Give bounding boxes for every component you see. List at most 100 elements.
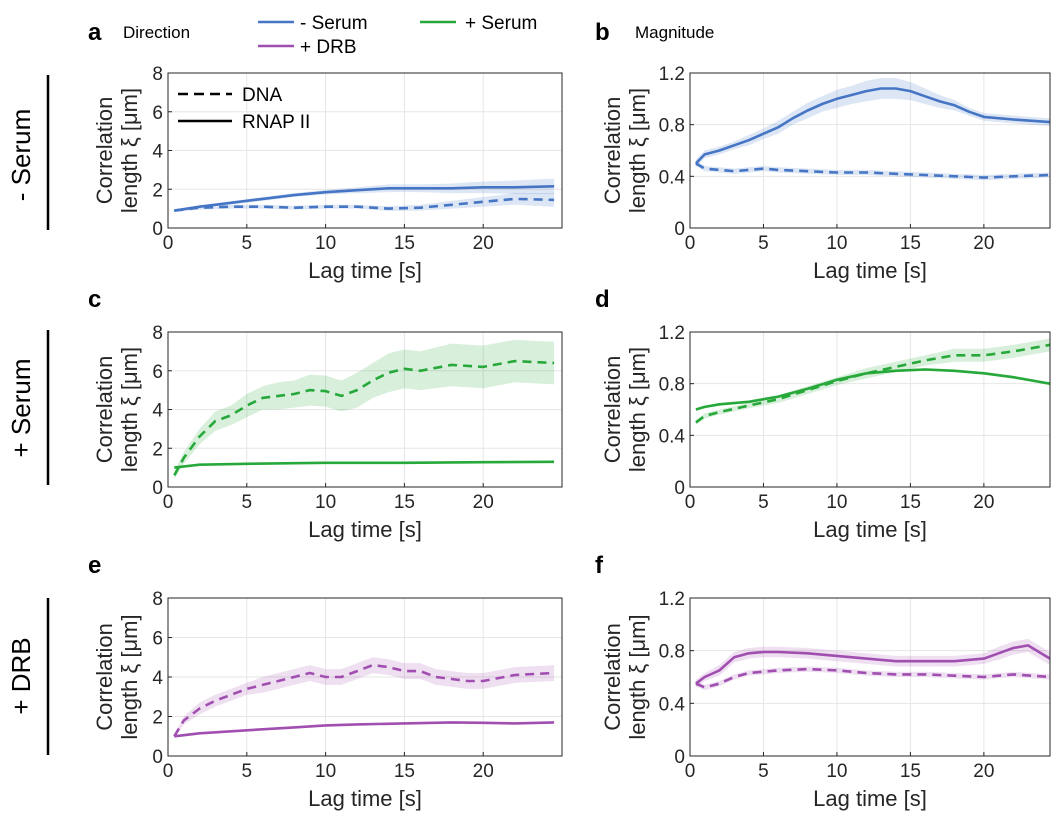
axes-box <box>689 331 1051 488</box>
x-tick-label: 5 <box>242 492 253 513</box>
row-label-plus-serum-text: + Serum <box>6 359 36 458</box>
x-tick-label: 5 <box>242 233 253 254</box>
y-tick-label: 8 <box>152 589 163 610</box>
y-tick-label: 8 <box>152 323 163 344</box>
x-axis-label: Lag time [s] <box>813 258 927 283</box>
legend-label-minus-serum: - Serum <box>300 13 368 34</box>
series-line-rnap-ii <box>174 460 555 469</box>
y-tick-label: 6 <box>152 103 163 124</box>
y-axis-label-line2: length ξ [μm] <box>625 347 650 472</box>
y-tick-label: 0.4 <box>659 426 686 447</box>
y-axis-label-line2: length ξ [μm] <box>117 88 142 213</box>
y-tick-label: 6 <box>152 629 163 650</box>
series-line-rnap-ii <box>695 644 1051 685</box>
error-band-dna <box>174 339 555 480</box>
column-title-direction: Direction <box>123 23 190 42</box>
y-tick-label: 0 <box>674 219 685 240</box>
y-axis-label-line1: Correlation <box>600 623 625 731</box>
x-tick-label: 10 <box>315 233 336 254</box>
legend-label-plus-drb: + DRB <box>300 37 357 58</box>
x-tick-label: 0 <box>685 233 696 254</box>
x-tick-label: 20 <box>473 233 494 254</box>
error-band-dna <box>695 666 1050 691</box>
y-tick-label: 4 <box>152 668 163 689</box>
panel-letter-c: c <box>88 286 101 313</box>
x-tick-label: 5 <box>758 233 769 254</box>
x-tick-label: 20 <box>973 761 994 782</box>
y-tick-label: 0 <box>152 219 163 240</box>
y-tick-label: 1.2 <box>659 323 685 344</box>
y-tick-label: 0 <box>674 478 685 499</box>
y-tick-label: 0.4 <box>659 694 686 715</box>
x-tick-label: 20 <box>973 233 994 254</box>
y-axis-label-line2: length ξ [μm] <box>117 614 142 739</box>
x-axis-label: Lag time [s] <box>813 786 927 811</box>
x-tick-label: 15 <box>394 233 415 254</box>
series-line-dna <box>695 667 1051 689</box>
y-axis-label-line2: length ξ [μm] <box>625 614 650 739</box>
legend-label-rnap-ii: RNAP II <box>242 112 310 133</box>
y-tick-label: 0.8 <box>659 642 685 663</box>
x-tick-label: 0 <box>685 492 696 513</box>
y-tick-label: 2 <box>152 708 163 729</box>
x-tick-label: 0 <box>163 761 174 782</box>
x-tick-label: 0 <box>685 761 696 782</box>
error-band-dna <box>174 657 555 739</box>
column-title-magnitude: Magnitude <box>635 23 714 42</box>
x-tick-label: 15 <box>394 761 415 782</box>
y-tick-label: 4 <box>152 401 163 422</box>
row-label-plus-serum: + Serum <box>6 330 50 485</box>
series-line-dna <box>695 343 1051 424</box>
axes-box <box>689 597 1051 757</box>
panel-d: d 0 5 10 15 20 0 0.4 0.8 1.2 Lag time [s] Correlati… <box>595 286 1051 542</box>
y-tick-label: 0 <box>674 747 685 768</box>
y-axis-label-line1: Correlation <box>92 97 117 205</box>
y-tick-label: 8 <box>152 64 163 85</box>
series-line-rnap-ii <box>695 368 1051 411</box>
y-tick-label: 1.2 <box>659 589 685 610</box>
x-tick-label: 15 <box>900 761 921 782</box>
y-axis-label-line1: Correlation <box>92 356 117 464</box>
x-tick-label: 20 <box>473 492 494 513</box>
series-line-rnap-ii <box>174 721 555 738</box>
x-tick-label: 10 <box>315 761 336 782</box>
condition-legend: - Serum + Serum + DRB <box>258 13 537 58</box>
series-line-dna <box>173 359 555 477</box>
panel-letter-f: f <box>595 552 604 579</box>
x-tick-label: 0 <box>163 233 174 254</box>
y-axis-label-line2: length ξ [μm] <box>117 347 142 472</box>
error-band-dna <box>695 338 1050 425</box>
x-tick-label: 20 <box>473 761 494 782</box>
x-tick-label: 10 <box>826 761 847 782</box>
y-axis-label-line1: Correlation <box>600 97 625 205</box>
y-tick-label: 2 <box>152 180 163 201</box>
y-tick-label: 4 <box>152 142 163 163</box>
x-axis-label: Lag time [s] <box>308 517 422 542</box>
series-line-rnap-ii <box>174 185 555 212</box>
y-axis-label-line2: length ξ [μm] <box>625 88 650 213</box>
row-label-plus-drb: + DRB <box>6 598 50 755</box>
panel-c: c 0 5 10 15 20 0 2 4 6 8 Lag time [s] Correlation len… <box>88 286 563 542</box>
y-axis-label-line1: Correlation <box>92 623 117 731</box>
row-label-plus-drb-text: + DRB <box>6 637 36 714</box>
panel-letter-d: d <box>595 286 610 313</box>
legend-label-dna: DNA <box>242 85 282 106</box>
y-tick-label: 1.2 <box>659 64 685 85</box>
x-tick-label: 5 <box>758 761 769 782</box>
x-tick-label: 10 <box>826 492 847 513</box>
y-tick-label: 0 <box>152 747 163 768</box>
x-tick-label: 5 <box>242 761 253 782</box>
x-tick-label: 10 <box>826 233 847 254</box>
x-tick-label: 20 <box>973 492 994 513</box>
axes-box <box>689 72 1051 229</box>
series-line-dna <box>695 162 1051 179</box>
panel-letter-a: a <box>88 19 102 46</box>
y-tick-label: 0.8 <box>659 116 685 137</box>
x-tick-label: 15 <box>900 492 921 513</box>
panel-letter-b: b <box>595 19 610 46</box>
x-axis-label: Lag time [s] <box>813 517 927 542</box>
y-tick-label: 0.8 <box>659 375 685 396</box>
y-tick-label: 0 <box>152 478 163 499</box>
x-axis-label: Lag time [s] <box>308 786 422 811</box>
